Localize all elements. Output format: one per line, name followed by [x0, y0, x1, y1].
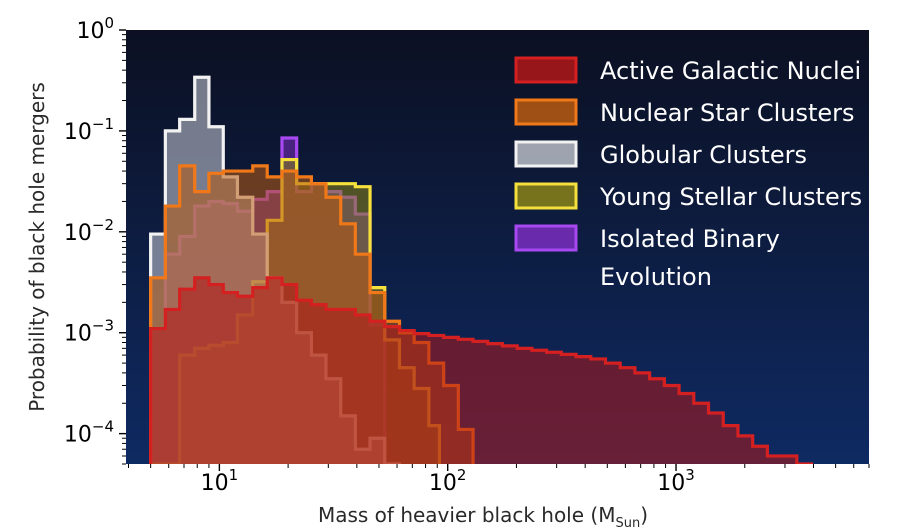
x-tick-label: 101: [201, 466, 239, 496]
y-tick-label: 10−2: [64, 216, 114, 246]
histogram-series: [149, 75, 814, 464]
legend-label: Nuclear Star Clusters: [600, 99, 855, 127]
tick-marks: [119, 29, 870, 471]
y-tick-label: 100: [76, 14, 114, 44]
y-tick-label: 10−3: [64, 317, 114, 347]
legend-label: Globular Clusters: [600, 141, 807, 169]
tick-labels: 101 102 103 100 10−1 10−2 10−3 10−4: [64, 14, 695, 496]
series-active-galactic-nuclei: [149, 276, 814, 464]
x-tick-label: 103: [657, 466, 695, 496]
x-axis-label-main: Mass of heavier black hole (M: [318, 503, 616, 527]
legend-swatch: [514, 56, 578, 84]
legend-swatch: [514, 98, 578, 126]
x-axis-label-close: ): [640, 503, 648, 527]
y-axis-label: Probability of black hole mergers: [25, 82, 49, 412]
x-tick-label: 102: [429, 466, 467, 496]
legend-entry-globular-clusters: Globular Clusters: [514, 140, 807, 169]
legend-entry-nuclear-star-clusters: Nuclear Star Clusters: [514, 98, 855, 127]
legend-swatch: [514, 140, 578, 168]
legend-entry-active-galactic-nuclei: Active Galactic Nuclei: [514, 56, 861, 85]
legend-entry-young-stellar-clusters: Young Stellar Clusters: [514, 182, 862, 211]
legend-entry-isolated-binary-evolution: Isolated Binary Evolution: [514, 224, 780, 291]
x-axis-label: Mass of heavier black hole (MSun): [318, 503, 648, 531]
x-axis-label-subscript: Sun: [615, 516, 640, 531]
y-tick-label: 10−1: [64, 115, 114, 145]
legend-swatch: [514, 224, 578, 252]
legend-label: Isolated Binary Evolution: [600, 225, 780, 291]
histogram-outline: [149, 276, 814, 464]
histogram-fill: [150, 277, 812, 464]
legend-swatch: [514, 182, 578, 210]
legend: Active Galactic Nuclei Nuclear Star Clust…: [514, 56, 862, 291]
legend-label: Young Stellar Clusters: [599, 183, 862, 211]
legend-label: Active Galactic Nuclei: [600, 57, 861, 85]
y-tick-label: 10−4: [64, 418, 114, 448]
